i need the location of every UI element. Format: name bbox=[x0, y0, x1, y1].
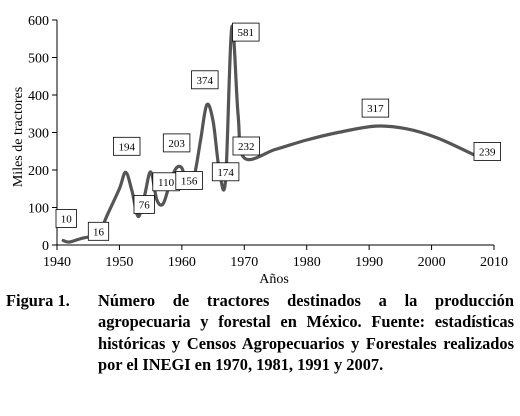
data-label-text: 76 bbox=[139, 200, 151, 212]
data-label-box bbox=[162, 133, 191, 153]
data-label-box bbox=[175, 171, 203, 190]
x-tick-label: 2000 bbox=[418, 255, 446, 270]
series-line bbox=[61, 24, 477, 244]
data-label-text: 581 bbox=[238, 27, 255, 39]
data-label-text: 16 bbox=[93, 226, 105, 238]
figure-caption-text: Número de tractores destinados a la prod… bbox=[98, 291, 514, 375]
data-label-box bbox=[473, 141, 502, 161]
data-label-text: 374 bbox=[197, 75, 214, 87]
data-label-box bbox=[191, 70, 219, 90]
data-label-text: 203 bbox=[168, 138, 185, 150]
data-label-10: 10 bbox=[55, 209, 77, 228]
data-label-text: 10 bbox=[61, 214, 73, 226]
y-tick-label: 100 bbox=[28, 202, 49, 217]
data-label-232: 232 bbox=[232, 136, 261, 156]
y-tick-label: 400 bbox=[28, 89, 49, 104]
data-label-203: 203 bbox=[162, 133, 191, 153]
data-label-box bbox=[113, 136, 141, 156]
data-label-text: 174 bbox=[217, 167, 234, 179]
data-label-156: 156 bbox=[175, 171, 203, 190]
y-tick-label: 0 bbox=[42, 239, 49, 254]
data-label-text: 156 bbox=[181, 176, 198, 188]
x-tick-label: 1970 bbox=[230, 255, 258, 270]
figure-caption: Figura 1. Número de tractores destinados… bbox=[6, 290, 514, 376]
data-label-194: 194 bbox=[113, 136, 141, 156]
data-label-317: 317 bbox=[361, 98, 390, 118]
x-tick-label: 1990 bbox=[355, 255, 383, 270]
data-label-text: 239 bbox=[479, 146, 496, 158]
x-tick-label: 1940 bbox=[43, 255, 71, 270]
data-label-text: 194 bbox=[118, 141, 135, 153]
x-tick-label: 2010 bbox=[480, 255, 508, 270]
data-label-box bbox=[232, 22, 260, 42]
y-tick-label: 500 bbox=[28, 52, 49, 67]
figure-caption-lead: Figura 1. bbox=[6, 291, 70, 310]
y-axis-title: Miles de tractores bbox=[11, 87, 26, 187]
y-tick-label: 600 bbox=[28, 14, 49, 29]
data-label-239: 239 bbox=[473, 141, 502, 161]
data-label-text: 110 bbox=[158, 177, 175, 189]
data-label-box bbox=[211, 162, 240, 182]
data-label-box bbox=[55, 209, 77, 228]
data-label-box bbox=[232, 136, 261, 156]
y-tick-label: 200 bbox=[28, 164, 49, 179]
x-axis: 1940 1950 1960 1970 1980 1990 2000 2010 bbox=[43, 244, 508, 270]
data-label-374: 374 bbox=[191, 70, 219, 90]
x-tick-label: 1950 bbox=[105, 255, 133, 270]
data-label-16: 16 bbox=[87, 221, 110, 241]
data-label-box bbox=[133, 195, 155, 214]
data-label-110: 110 bbox=[152, 172, 180, 192]
data-label-box bbox=[361, 98, 390, 118]
x-tick-label: 1980 bbox=[293, 255, 321, 270]
x-tick-label: 1960 bbox=[168, 255, 196, 270]
data-label-76: 76 bbox=[133, 195, 155, 214]
data-label-text: 317 bbox=[367, 103, 384, 115]
tractor-line-chart: 0 100 200 300 400 500 600 1940 1950 1960 1970 1980… bbox=[11, 14, 508, 287]
data-label-text: 232 bbox=[238, 141, 255, 153]
y-tick-label: 300 bbox=[28, 127, 49, 142]
data-label-581: 581 bbox=[232, 22, 260, 42]
data-label-box bbox=[87, 221, 110, 241]
x-axis-title: Años bbox=[259, 272, 289, 287]
data-labels: 10 16 194 76 110 203 156 374 174 581 232 317 239 bbox=[55, 22, 502, 241]
data-label-174: 174 bbox=[211, 162, 240, 182]
y-axis: 0 100 200 300 400 500 600 bbox=[28, 14, 58, 254]
